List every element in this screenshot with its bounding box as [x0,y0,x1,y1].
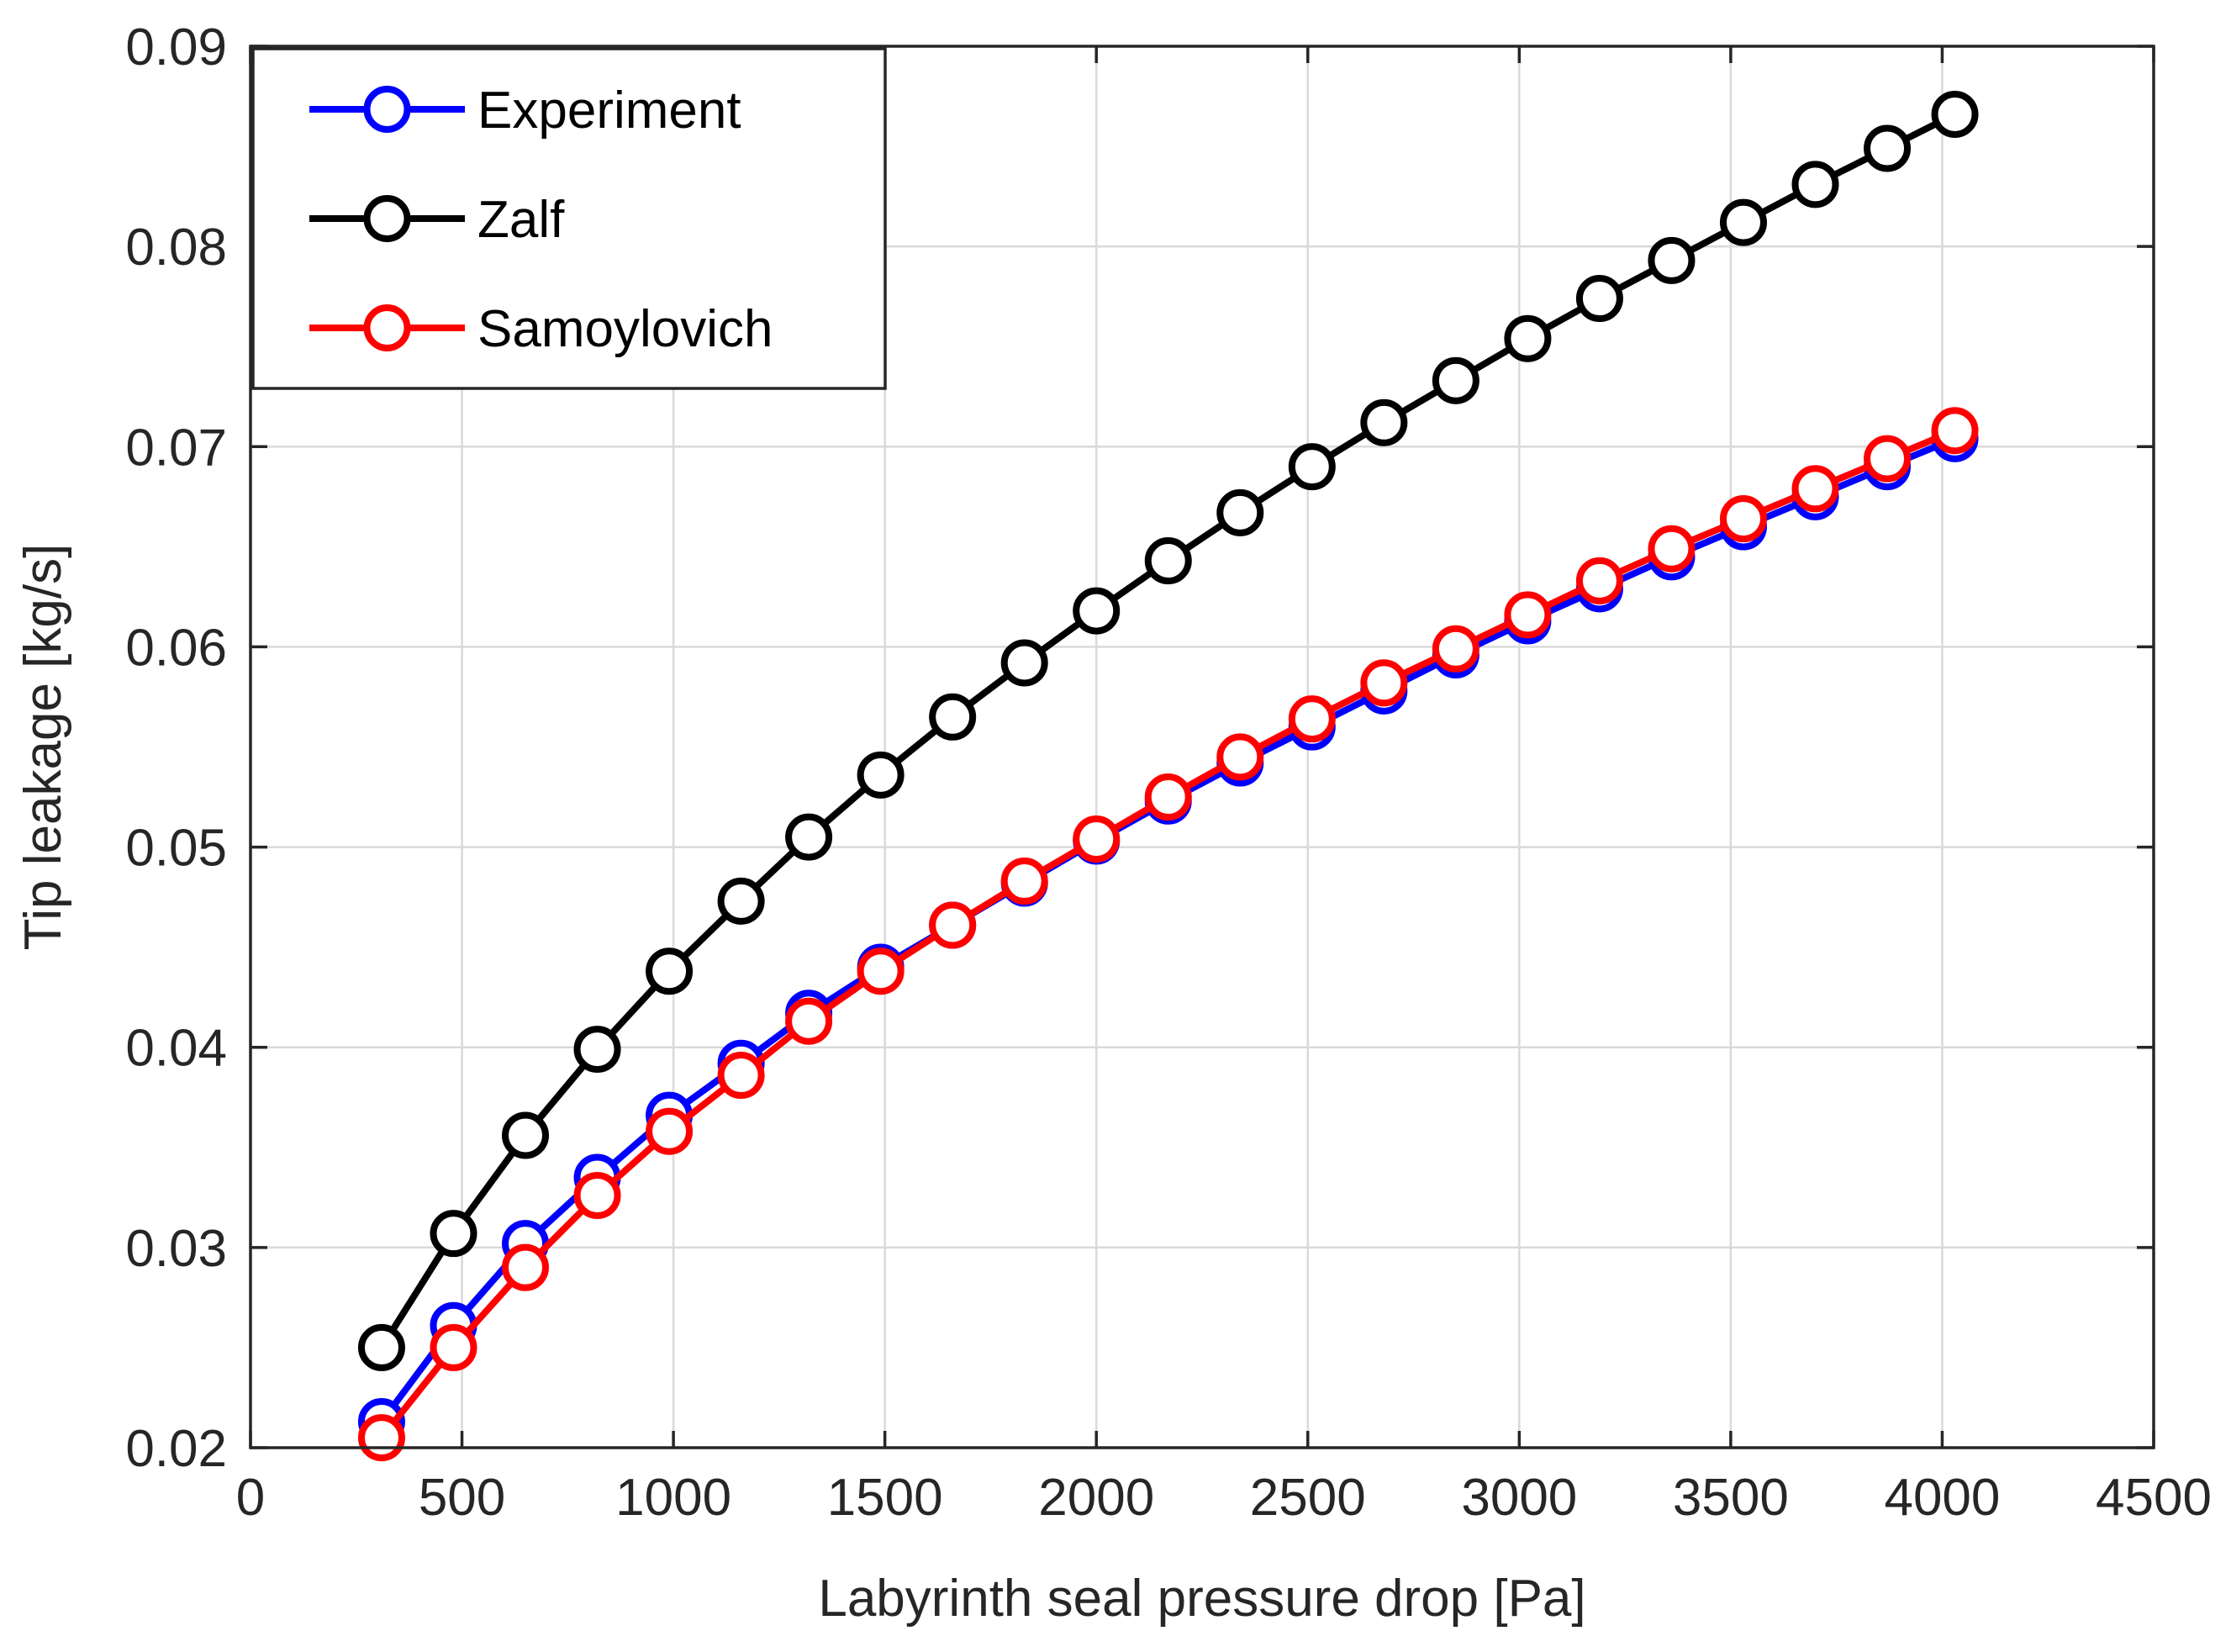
data-point [357,1414,405,1462]
data-point [785,997,833,1045]
x-tick-label: 500 [419,1469,505,1527]
data-point [1000,858,1048,905]
data-point [1719,198,1767,246]
data-point [1360,659,1408,707]
data-point [1575,275,1623,323]
data-point [717,877,765,925]
data-point [1360,398,1408,446]
data-point [1719,495,1767,543]
y-tick-label: 0.06 [125,619,227,677]
data-point [502,1243,550,1291]
data-point [929,901,977,949]
data-point [573,1171,621,1219]
y-axis-label: Tip leakage [kg/s] [14,544,72,951]
data-point [573,1026,621,1074]
series-samoylovich [357,407,1979,1462]
legend-marker [363,195,411,242]
data-point [857,751,905,799]
axis-ticks: 0 500 1000 1500 2000 2500 3000 3500 4000 4500 0.02… [125,18,2212,1527]
data-point [1073,587,1121,635]
y-tick-label: 0.08 [125,219,227,277]
data-point [357,1323,405,1371]
y-tick-label: 0.07 [125,419,227,477]
legend-marker [363,86,411,133]
data-point [929,693,977,741]
data-point [1504,314,1552,362]
data-point [1864,435,1912,483]
data-point [502,1111,550,1159]
x-tick-label: 2000 [1038,1469,1154,1527]
data-point [1144,773,1192,821]
data-point [717,1052,765,1100]
legend-label: Samoylovich [477,300,773,358]
x-tick-label: 1000 [615,1469,731,1527]
x-tick-label: 0 [236,1469,265,1527]
data-point [1000,639,1048,687]
data-point [1931,407,1979,455]
data-point [1073,815,1121,863]
data-point [1288,443,1336,491]
x-tick-label: 2500 [1250,1469,1366,1527]
x-tick-label: 4500 [2096,1469,2212,1527]
legend-marker [363,304,411,351]
data-point [1864,124,1912,172]
data-point [1288,695,1336,743]
x-axis-label: Labyrinth seal pressure drop [Pa] [818,1570,1585,1628]
data-point [1504,591,1552,639]
x-tick-label: 4000 [1884,1469,2000,1527]
data-point [1216,733,1264,781]
y-tick-label: 0.09 [125,18,227,77]
x-tick-label: 3500 [1673,1469,1789,1527]
data-point [1144,537,1192,585]
data-point [857,947,905,995]
data-point [646,947,694,995]
data-point [1216,488,1264,536]
legend-label: Experiment [477,82,741,140]
legend: Experiment Zalf Samoylovich [251,47,887,390]
data-point [785,813,833,861]
y-tick-label: 0.02 [125,1420,227,1478]
y-tick-label: 0.04 [125,1020,227,1078]
data-point [646,1107,694,1155]
data-point [1575,557,1623,604]
data-point [1791,465,1839,513]
y-tick-label: 0.03 [125,1220,227,1278]
data-point [430,1323,477,1371]
data-point [1791,161,1839,208]
axes-frame [249,45,2155,1449]
data-point [1648,525,1696,573]
series-zalf [357,90,1979,1371]
x-tick-label: 1500 [827,1469,943,1527]
data-point [430,1210,477,1258]
data-series [357,90,1979,1462]
data-point [1432,625,1479,673]
y-tick-label: 0.05 [125,820,227,878]
data-point [1931,90,1979,138]
legend-label: Zalf [477,191,565,249]
data-point [1432,356,1479,404]
x-tick-label: 3000 [1461,1469,1577,1527]
data-point [1648,236,1696,284]
